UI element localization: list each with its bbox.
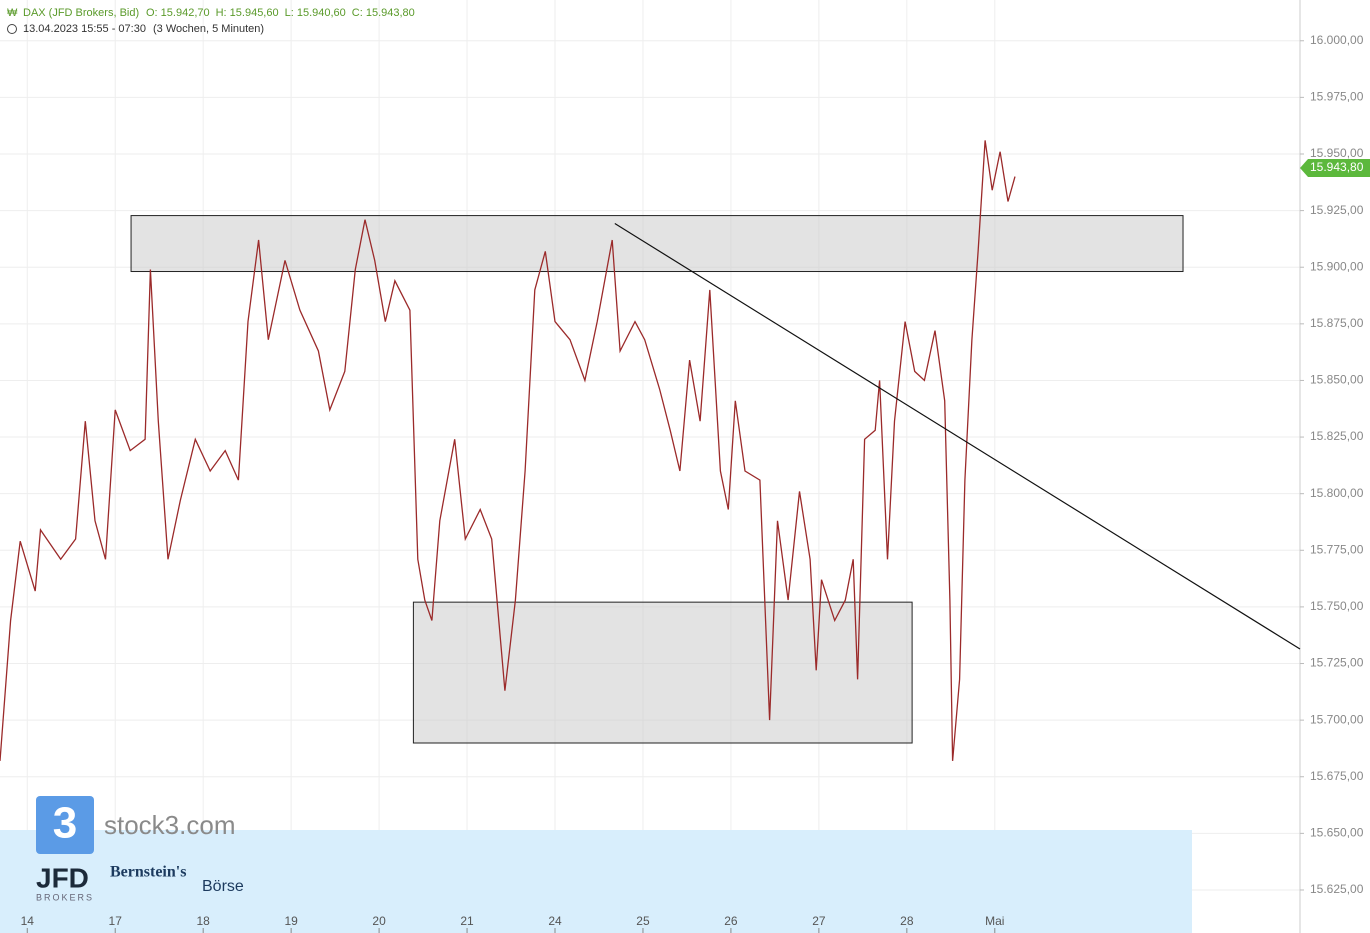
y-tick-label: 15.875,00 [1310,316,1364,330]
stock3-site: stock3.com [104,810,236,840]
time-range: 13.04.2023 15:55 - 07:30 [23,23,146,35]
branding-band [0,830,1192,933]
y-tick-label: 15.675,00 [1310,769,1364,783]
ohlc-label: O: 15.942,70 [146,7,210,19]
y-tick-label: 15.975,00 [1310,90,1364,104]
y-tick-label: 16.000,00 [1310,33,1364,47]
y-tick-label: 15.900,00 [1310,259,1364,273]
y-tick-label: 15.825,00 [1310,429,1364,443]
y-tick-label: 15.650,00 [1310,826,1364,840]
y-tick-label: 15.925,00 [1310,203,1364,217]
ohlc-label: H: 15.945,60 [216,7,279,19]
x-tick-label: 26 [724,914,738,928]
clock-icon [7,24,17,34]
stock3-icon: 3 [53,799,77,848]
broker-sub: BROKERS [36,892,94,902]
price-line [0,140,1016,761]
ohlc-label: L: 15.940,60 [285,7,346,19]
period: (3 Wochen, 5 Minuten) [153,23,264,35]
last-price-tag [1300,159,1370,178]
stock3-logo [36,796,94,854]
x-tick-label: 18 [197,914,211,928]
y-tick-label: 15.775,00 [1310,542,1364,556]
y-tick-label: 15.625,00 [1310,882,1364,896]
jfd-logo: JFD [36,862,89,893]
x-tick-label: 17 [109,914,123,928]
ohlc-label: C: 15.943,80 [352,7,415,19]
y-tick-label: 15.700,00 [1310,712,1364,726]
y-tick-label: 15.725,00 [1310,656,1364,670]
y-tick-label: 15.750,00 [1310,599,1364,613]
x-tick-label: Mai [985,914,1004,928]
x-tick-label: 21 [460,914,474,928]
partner-sub: Börse [202,878,244,895]
x-tick-label: 25 [636,914,650,928]
zone [412,601,913,744]
y-tick-label: 15.800,00 [1310,486,1364,500]
x-tick-label: 14 [21,914,35,928]
y-tick-label: 15.850,00 [1310,373,1364,387]
x-tick-label: 19 [284,914,298,928]
x-tick-label: 28 [900,914,914,928]
partner-logo: Bernstein's [110,864,186,881]
last-price-label: 15.943,80 [1310,160,1364,174]
chart-title: DAX (JFD Brokers, Bid) [23,7,139,19]
x-tick-label: 24 [548,914,562,928]
x-tick-label: 27 [812,914,826,928]
y-tick-label: 15.950,00 [1310,146,1364,160]
x-tick-label: 20 [372,914,386,928]
instrument-icon: ₩ [7,7,18,19]
zone [130,215,1184,273]
trendline [614,223,1301,650]
